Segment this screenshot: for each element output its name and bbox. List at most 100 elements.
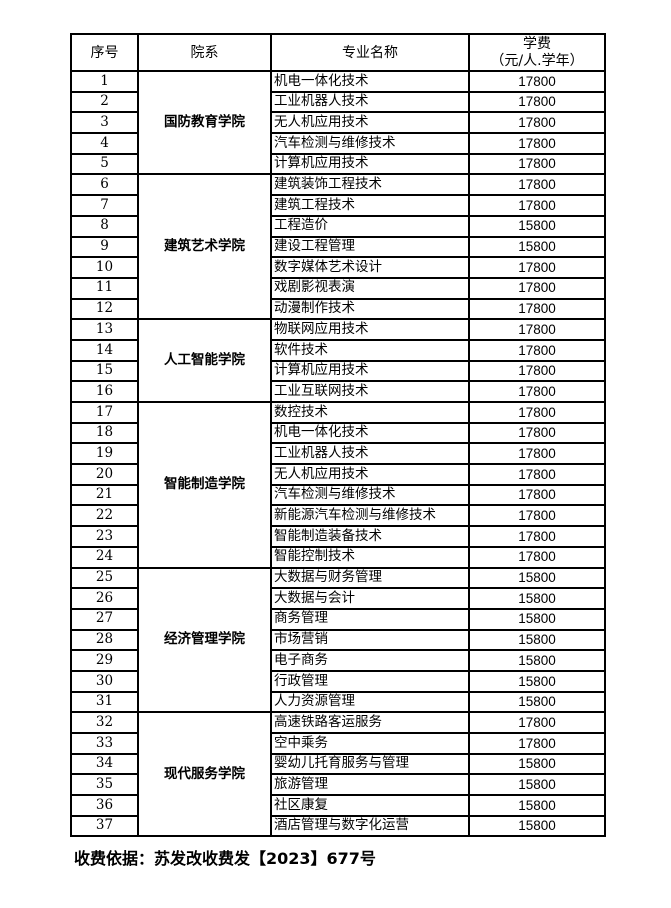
row-number: 12 <box>70 297 139 321</box>
tuition-fee: 17800 <box>468 442 606 466</box>
tuition-fee: 17800 <box>468 545 606 569</box>
tuition-fee: 17800 <box>468 421 606 445</box>
table-row: 5 计算机应用技术 17800 <box>70 152 606 176</box>
header-row: 序号 院系 专业名称 学费 （元/人.学年） <box>70 33 606 72</box>
major-name: 工业互联网技术 <box>270 380 470 403</box>
major-name: 人力资源管理 <box>270 690 470 714</box>
table-row: 9 建设工程管理 15800 <box>70 235 606 259</box>
table-row: 2 工业机器人技术 17800 <box>70 90 606 114</box>
header-fee: 学费 （元/人.学年） <box>468 33 606 72</box>
major-name: 旅游管理 <box>270 773 470 797</box>
row-number: 13 <box>70 318 139 341</box>
table-row: 20 无人机应用技术 17800 <box>70 463 606 486</box>
major-name: 机电一体化技术 <box>270 70 470 93</box>
table-row: 16 工业互联网技术 17800 <box>70 380 606 403</box>
table-row: 30 行政管理 15800 <box>70 669 606 693</box>
tuition-fee: 15800 <box>468 587 606 610</box>
row-number: 4 <box>70 132 139 155</box>
table-row: 22 新能源汽车检测与维修技术 17800 <box>70 504 606 528</box>
major-name: 无人机应用技术 <box>270 111 470 135</box>
row-number: 11 <box>70 276 139 300</box>
tuition-fee: 17800 <box>468 504 606 528</box>
major-name: 婴幼儿托育服务与管理 <box>270 752 470 776</box>
row-number: 26 <box>70 587 139 610</box>
department-cell: 智能制造学院 <box>137 401 272 569</box>
tuition-fee: 15800 <box>468 649 606 672</box>
table-row: 29 电子商务 15800 <box>70 649 606 672</box>
major-name: 行政管理 <box>270 669 470 693</box>
tuition-fee: 17800 <box>468 90 606 114</box>
tuition-fee: 15800 <box>468 690 606 714</box>
row-number: 8 <box>70 214 139 238</box>
major-name: 新能源汽车检测与维修技术 <box>270 504 470 528</box>
table-row: 26 大数据与会计 15800 <box>70 587 606 610</box>
table-row: 31 人力资源管理 15800 <box>70 690 606 714</box>
row-number: 19 <box>70 442 139 466</box>
tuition-fee: 15800 <box>468 214 606 238</box>
row-number: 27 <box>70 607 139 631</box>
table-row: 17 智能制造学院 数控技术 17800 <box>70 401 606 569</box>
fee-basis-note: 收费依据：苏发改收费发【2023】677号 <box>74 849 376 868</box>
table-row: 13 人工智能学院 物联网应用技术 17800 <box>70 318 606 403</box>
major-name: 汽车检测与维修技术 <box>270 483 470 507</box>
major-name: 计算机应用技术 <box>270 359 470 383</box>
row-number: 3 <box>70 111 139 135</box>
table-row: 15 计算机应用技术 17800 <box>70 359 606 383</box>
row-number: 18 <box>70 421 139 445</box>
row-number: 30 <box>70 669 139 693</box>
header-no: 序号 <box>70 33 139 72</box>
tuition-fee: 17800 <box>468 338 606 362</box>
tuition-fee: 17800 <box>468 525 606 548</box>
row-number: 21 <box>70 483 139 507</box>
header-dept: 院系 <box>137 33 272 72</box>
table-row: 18 机电一体化技术 17800 <box>70 421 606 445</box>
major-name: 工业机器人技术 <box>270 90 470 114</box>
header-fee-unit: （元/人.学年） <box>490 52 584 69</box>
tuition-fee: 17800 <box>468 318 606 341</box>
department-cell: 经济管理学院 <box>137 566 272 714</box>
row-number: 22 <box>70 504 139 528</box>
major-name: 无人机应用技术 <box>270 463 470 486</box>
tuition-fee: 15800 <box>468 773 606 797</box>
table-row: 8 工程造价 15800 <box>70 214 606 238</box>
tuition-table: 序号 院系 专业名称 学费 （元/人.学年） 1 国防教育学院 机电一体化技术 178… <box>70 33 606 838</box>
major-name: 物联网应用技术 <box>270 318 470 341</box>
major-name: 建筑工程技术 <box>270 194 470 217</box>
major-name: 商务管理 <box>270 607 470 631</box>
row-number: 29 <box>70 649 139 672</box>
row-number: 24 <box>70 545 139 569</box>
major-name: 大数据与会计 <box>270 587 470 610</box>
tuition-fee: 15800 <box>468 566 606 590</box>
row-number: 36 <box>70 794 139 817</box>
tuition-fee: 17800 <box>468 359 606 383</box>
table-row: 23 智能制造装备技术 17800 <box>70 525 606 548</box>
table-row: 27 商务管理 15800 <box>70 607 606 631</box>
table-row: 33 空中乘务 17800 <box>70 732 606 755</box>
department-cell: 现代服务学院 <box>137 711 272 838</box>
department-cell: 建筑艺术学院 <box>137 173 272 321</box>
major-name: 建设工程管理 <box>270 235 470 259</box>
major-name: 酒店管理与数字化运营 <box>270 814 470 838</box>
table-row: 19 工业机器人技术 17800 <box>70 442 606 466</box>
table-row: 36 社区康复 15800 <box>70 794 606 817</box>
major-name: 高速铁路客运服务 <box>270 711 470 734</box>
row-number: 16 <box>70 380 139 403</box>
table-row: 10 数字媒体艺术设计 17800 <box>70 256 606 279</box>
tuition-fee: 15800 <box>468 607 606 631</box>
row-number: 28 <box>70 628 139 652</box>
tuition-fee: 17800 <box>468 711 606 734</box>
major-name: 动漫制作技术 <box>270 297 470 321</box>
tuition-fee: 17800 <box>468 463 606 486</box>
major-name: 大数据与财务管理 <box>270 566 470 590</box>
tuition-fee: 17800 <box>468 732 606 755</box>
tuition-fee: 15800 <box>468 814 606 838</box>
tuition-fee: 17800 <box>468 276 606 300</box>
table-row: 1 国防教育学院 机电一体化技术 17800 <box>70 69 606 176</box>
major-name: 汽车检测与维修技术 <box>270 132 470 155</box>
row-number: 9 <box>70 235 139 259</box>
row-number: 2 <box>70 90 139 114</box>
table-row: 12 动漫制作技术 17800 <box>70 297 606 321</box>
row-number: 10 <box>70 256 139 279</box>
tuition-fee: 17800 <box>468 111 606 135</box>
table-row: 35 旅游管理 15800 <box>70 773 606 797</box>
